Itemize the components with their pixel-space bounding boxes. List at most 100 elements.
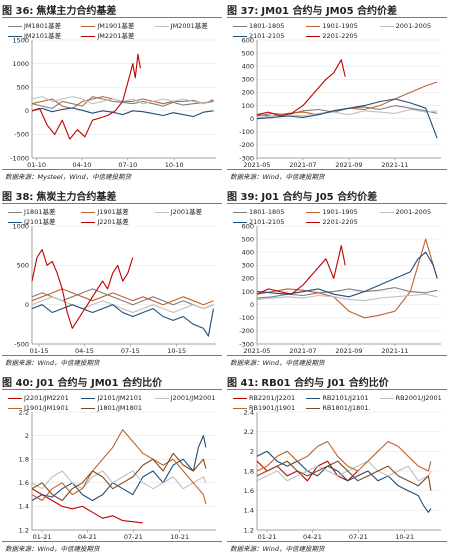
x-tick-label: 2021-09 <box>335 347 362 354</box>
legend-swatch <box>8 407 22 409</box>
x-tick-label: 10-15 <box>167 347 186 354</box>
y-tick-label: 2.4 <box>244 408 254 416</box>
x-tick-label: 2021-05 <box>243 347 270 354</box>
line-chart: 1.2 1.4 1.6 1.8 2 2.2 2.4 01-21 04-21 07-21 10-21 <box>244 408 441 540</box>
chart-title: 图 38: 焦炭主力合约基差 <box>2 188 222 204</box>
legend-swatch <box>233 397 247 399</box>
x-tick-label: 2021-07 <box>289 347 316 354</box>
y-tick-label: 400 <box>242 63 254 71</box>
y-tick-label: 0 <box>25 107 29 115</box>
legend-label: 2001-2005 <box>395 208 432 216</box>
y-tick-label: 1000 <box>12 60 29 68</box>
divider <box>2 169 222 170</box>
x-tick-label: 2021-05 <box>243 161 270 168</box>
chart-panel-jm01-jm05-spread: 图 37: JM01 合约与 JM05 合约价差 1801-1805 1901-19… <box>227 0 447 184</box>
y-tick-label: 2 <box>25 432 29 440</box>
legend-swatch <box>306 221 321 223</box>
y-tick-label: -300 <box>239 340 254 348</box>
data-source-note: 数据来源：Mysteel，Wind，中信建投期货 <box>5 173 132 181</box>
legend-label: 1901-1905 <box>322 208 358 216</box>
x-tick-label: 2021-11 <box>381 161 408 168</box>
legend-item: 1901-1905 <box>306 208 358 216</box>
legend-label: 2101-2105 <box>249 218 285 226</box>
divider <box>227 541 447 542</box>
legend-swatch <box>233 25 247 27</box>
x-tick-label: 01-15 <box>30 347 49 354</box>
legend-label: J2101基差 <box>24 218 56 226</box>
legend-swatch <box>81 211 96 213</box>
legend-item: J2001基差 <box>154 208 202 216</box>
figure-number: 图 41: <box>227 378 259 389</box>
legend-label: 1901-1905 <box>322 22 358 30</box>
series-line <box>31 488 143 524</box>
divider <box>227 355 447 356</box>
y-tick-label: 600 <box>242 36 254 44</box>
data-source-note: 数据来源：Wind，中信建投期货 <box>5 545 100 553</box>
legend-swatch <box>81 397 96 399</box>
x-tick-label: 01-10 <box>27 161 46 168</box>
y-tick-label: 500 <box>17 262 29 270</box>
chart-title-text: J01 合约与 JM01 合约比价 <box>36 378 163 389</box>
legend-item: RB2201/J2201 <box>233 394 295 402</box>
legend-swatch <box>306 35 321 37</box>
series-line <box>31 96 214 109</box>
legend-swatch <box>379 25 394 27</box>
legend-label: 1801-1805 <box>249 22 285 30</box>
y-tick-label: 100 <box>242 102 254 110</box>
divider <box>2 355 222 356</box>
legend-item: 2001-2005 <box>379 22 432 30</box>
legend-swatch <box>8 397 22 399</box>
series-line <box>256 81 438 117</box>
legend-swatch <box>8 221 22 223</box>
legend-label: J1901基差 <box>97 208 129 216</box>
x-tick-label: 2021-07 <box>289 161 316 168</box>
y-tick-label: 300 <box>242 76 254 84</box>
series-line <box>256 293 438 302</box>
legend-item: 1801-1805 <box>233 22 284 30</box>
legend-item: 2101-2105 <box>233 218 284 226</box>
x-tick-label: 04-10 <box>72 161 91 168</box>
legend-label: RB2001/J2001 <box>395 394 442 402</box>
legend-label: 2001-2005 <box>395 22 432 30</box>
series-line <box>31 107 214 118</box>
legend-item: 1801-1805 <box>233 208 284 216</box>
series-line <box>256 59 346 117</box>
legend-label: RB1801/J1801. <box>322 404 371 412</box>
y-tick-label: 1000 <box>12 222 29 230</box>
legend-swatch <box>379 397 394 399</box>
chart-legend: JM1801基差 JM1901基差 JM2001基差 JM2101基差 JM2201基差 <box>2 18 222 48</box>
chart-title-text: RB01 合约与 J01 合约比价 <box>261 378 389 389</box>
y-tick-label: -300 <box>239 154 254 162</box>
legend-item: RB1901/J1901 <box>233 404 295 412</box>
series-line <box>31 435 207 502</box>
figure-number: 图 39: <box>227 192 259 203</box>
x-tick-label: 2021-09 <box>335 161 362 168</box>
series-line <box>31 429 207 505</box>
y-tick-label: 1.6 <box>19 479 29 487</box>
legend-label: J2101/JM2101 <box>97 394 143 402</box>
y-tick-label: 1.4 <box>19 503 29 511</box>
figure-number: 图 37: <box>227 6 259 17</box>
y-tick-label: -200 <box>239 327 254 335</box>
y-tick-label: 2.2 <box>244 428 254 436</box>
legend-label: JM2201基差 <box>97 32 135 40</box>
legend-item: JM2001基差 <box>154 22 208 30</box>
legend-item: 2201-2205 <box>306 218 358 226</box>
legend-label: J1901/JM1901 <box>24 404 69 412</box>
x-tick-label: 10-21 <box>395 533 414 540</box>
legend-item: J2201/JM2201 <box>8 394 69 402</box>
chart-panel-rb01-j01-ratio: 图 41: RB01 合约与 J01 合约比价 RB2201/J2201 RB210… <box>227 372 447 553</box>
chart-panel-jm-basis: 图 36: 焦煤主力合约基差 JM1801基差 JM1901基差 JM2001基差 JM… <box>2 0 222 184</box>
legend-swatch <box>379 211 394 213</box>
legend-label: RB1901/J1901 <box>249 404 296 412</box>
chart-legend: J1801基差 J1901基差 J2001基差 J2101基差 J2201基差 <box>2 204 222 234</box>
legend-item: J2001/JM2001 <box>154 394 215 402</box>
legend-label: 1801-1805 <box>249 208 285 216</box>
y-tick-label: 1500 <box>12 36 29 44</box>
x-tick-label: 01-21 <box>33 533 52 540</box>
legend-item: J1901基差 <box>81 208 129 216</box>
data-source-note: 数据来源：Wind，中信建投期货 <box>230 359 325 367</box>
chart-title-text: JM01 合约与 JM05 合约价差 <box>261 6 398 17</box>
y-tick-label: 2.2 <box>19 408 29 416</box>
legend-item: 1901-1905 <box>306 22 358 30</box>
